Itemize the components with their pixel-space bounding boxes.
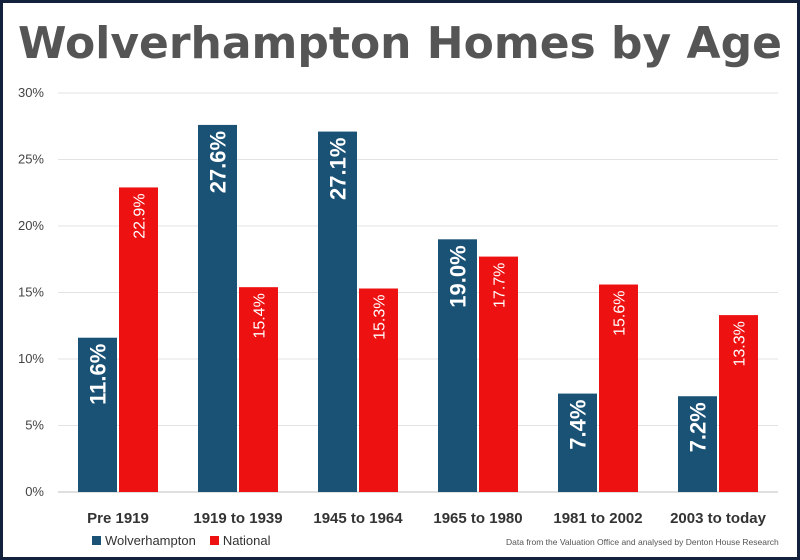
bar-national bbox=[719, 315, 758, 492]
y-tick-label: 0% bbox=[25, 484, 44, 499]
legend-swatch-wolverhampton bbox=[92, 536, 101, 545]
bar-national bbox=[119, 187, 158, 492]
x-tick-label: 2003 to today bbox=[670, 510, 767, 527]
data-label: 7.4% bbox=[566, 400, 591, 450]
bar-wolverhampton bbox=[198, 124, 237, 493]
legend-swatch-national bbox=[209, 536, 219, 545]
x-tick-label: Pre 1919 bbox=[87, 510, 149, 527]
legend-item-national: National bbox=[209, 533, 271, 548]
data-label: 27.1% bbox=[326, 138, 351, 200]
data-label: 17.7% bbox=[492, 263, 509, 308]
y-tick-label: 25% bbox=[18, 152, 44, 167]
data-label: 22.9% bbox=[132, 193, 149, 238]
x-tick-label: 1919 to 1939 bbox=[193, 510, 282, 527]
bar-national bbox=[599, 284, 638, 492]
bar-wolverhampton bbox=[318, 131, 357, 492]
bar-wolverhampton bbox=[678, 396, 717, 492]
legend-item-wolverhampton: Wolverhampton bbox=[92, 533, 196, 548]
y-tick-label: 20% bbox=[18, 218, 44, 233]
source-note: Data from the Valuation Office and analy… bbox=[506, 537, 779, 547]
x-tick-label: 1965 to 1980 bbox=[433, 510, 522, 527]
data-label: 7.2% bbox=[686, 402, 711, 452]
bar-national bbox=[479, 256, 518, 492]
y-tick-label: 5% bbox=[25, 418, 44, 433]
y-tick-label: 30% bbox=[18, 85, 44, 100]
x-tick-label: 1945 to 1964 bbox=[313, 510, 403, 527]
data-label: 13.3% bbox=[732, 321, 749, 366]
data-label: 15.4% bbox=[252, 293, 269, 338]
data-label: 11.6% bbox=[86, 344, 111, 405]
data-label: 15.6% bbox=[612, 291, 629, 336]
data-label: 15.3% bbox=[372, 295, 389, 340]
legend-label-wolverhampton: Wolverhampton bbox=[105, 533, 196, 548]
bar-wolverhampton bbox=[438, 239, 477, 492]
bar-national bbox=[239, 287, 278, 492]
bar-wolverhampton bbox=[558, 393, 597, 492]
y-tick-label: 15% bbox=[18, 285, 44, 300]
data-label: 19.0% bbox=[446, 245, 471, 307]
bar-national bbox=[359, 288, 398, 492]
legend-label-national: National bbox=[222, 533, 271, 548]
x-tick-label: 1981 to 2002 bbox=[553, 510, 642, 527]
y-tick-label: 10% bbox=[18, 351, 44, 366]
legend: Wolverhampton National bbox=[92, 533, 271, 548]
bar-wolverhampton bbox=[78, 337, 117, 492]
data-label: 27.6% bbox=[206, 131, 231, 193]
chart-title: Wolverhampton Homes by Age bbox=[18, 18, 782, 69]
